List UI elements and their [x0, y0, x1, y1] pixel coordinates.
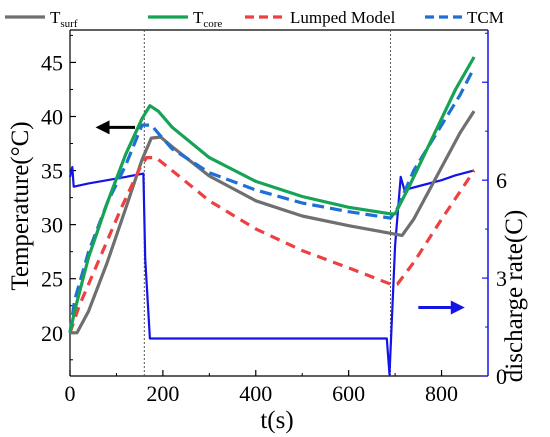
y-right-tick-label: 3	[496, 266, 507, 291]
y-left-tick-label: 30	[41, 213, 63, 238]
y-left-tick-label: 40	[41, 105, 63, 130]
x-tick-label: 200	[146, 381, 179, 406]
legend-lumped-label: Lumped Model	[290, 8, 396, 27]
axes: 0 200 400 600 800 20 25 30 35 40 45 0 3 6	[41, 29, 507, 406]
annotations	[95, 120, 465, 315]
x-tick-label: 800	[425, 381, 458, 406]
x-tick-label: 0	[65, 381, 76, 406]
legend-tcm-label: TCM	[467, 8, 504, 27]
legend-tsurf-label: Tsurf	[50, 8, 78, 30]
arrow-right-head	[450, 300, 465, 315]
legend-tcore-label: Tcore	[193, 8, 222, 30]
y-axis-title-right: discharge rate(C)	[501, 210, 528, 382]
series-group	[68, 56, 476, 376]
y-left-tick-label: 25	[41, 267, 63, 292]
y-left-tick-label: 45	[41, 50, 63, 75]
series-tcore-line	[68, 56, 476, 334]
y-axis-title-left: Temperature(°C)	[7, 121, 34, 290]
x-tick-label: 400	[239, 381, 272, 406]
y-right-tick-label: 0	[496, 364, 507, 389]
y-right-tick-label: 6	[496, 168, 507, 193]
legend-tcore-subscript: core	[203, 18, 222, 30]
x-tick-label: 600	[332, 381, 365, 406]
series-rate-line	[68, 166, 475, 376]
arrow-left-head	[95, 120, 110, 135]
y-left-tick-label: 35	[41, 159, 63, 184]
series-tcm-line	[68, 67, 476, 334]
legend-tsurf-subscript: surf	[60, 18, 77, 30]
series-tsurf-line	[70, 110, 476, 335]
y-left-tick-label: 20	[41, 321, 63, 346]
series-lumped-line	[68, 156, 476, 334]
x-axis-title: t(s)	[260, 407, 293, 434]
legend: Tsurf Tcore Lumped Model TCM	[5, 8, 504, 30]
